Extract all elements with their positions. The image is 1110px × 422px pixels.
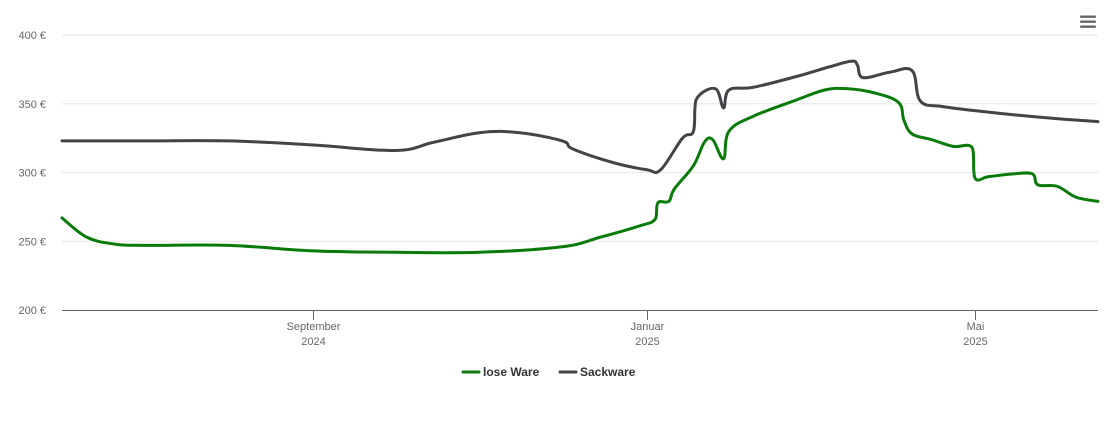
menu-icon[interactable]	[1078, 12, 1098, 32]
legend-label: lose Ware	[483, 365, 540, 379]
x-tick-month-label: September	[287, 321, 341, 333]
legend: lose Ware Sackware	[461, 365, 636, 379]
series-line-0	[60, 86, 1100, 255]
series-lines	[60, 59, 1100, 255]
series-line-1	[60, 59, 1100, 175]
x-tick-year-label: 2024	[301, 336, 325, 348]
legend-item-1[interactable]: Sackware	[558, 365, 636, 379]
x-tick-month-label: Januar	[631, 321, 665, 333]
legend-label: Sackware	[580, 365, 636, 379]
x-tick-year-label: 2025	[635, 336, 659, 348]
y-tick-label: 200 €	[18, 305, 46, 317]
grid-lines	[62, 34, 1098, 242]
x-tick-year-label: 2025	[963, 336, 987, 348]
y-tick-label: 350 €	[18, 99, 46, 111]
y-tick-label: 300 €	[18, 168, 46, 180]
x-tick-month-label: Mai	[967, 321, 985, 333]
x-axis: September 2024 Januar 2025 Mai 2025	[62, 310, 1098, 348]
y-tick-label: 400 €	[18, 30, 46, 42]
y-tick-label: 250 €	[18, 236, 46, 248]
y-axis: 200 € 250 € 300 € 350 € 400 €	[18, 30, 46, 317]
legend-item-0[interactable]: lose Ware	[461, 365, 540, 379]
